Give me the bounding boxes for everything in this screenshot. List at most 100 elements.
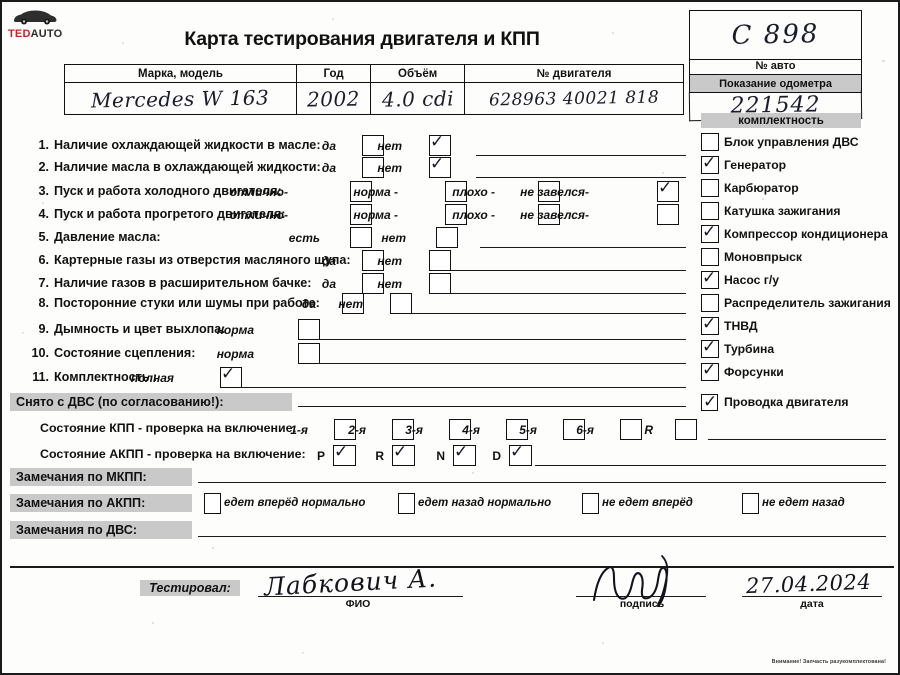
- checklist-item-11-number: 11.: [32, 370, 49, 384]
- checklist-item-2-option-1-label: да: [321, 161, 336, 175]
- akpp-mode-1-checkbox[interactable]: ✓: [333, 444, 356, 466]
- completeness-item-9-checkbox[interactable]: ✓: [701, 316, 719, 335]
- removed-from-engine-rule: [298, 406, 686, 407]
- completeness-item-10-checkbox[interactable]: ✓: [701, 339, 719, 358]
- checklist-item-7-option-1-checkbox[interactable]: [362, 273, 384, 294]
- checklist-item-10-number: 10.: [31, 346, 49, 360]
- completeness-item-8-checkbox[interactable]: [701, 294, 719, 312]
- mkpp-gear-6-checkbox[interactable]: [620, 419, 642, 440]
- brand-logo-ted: TED: [8, 28, 31, 40]
- checklist-item-1-option-2-label: нет: [377, 139, 402, 153]
- checklist-item-8-option-1-label: да: [301, 297, 316, 311]
- checklist-item-9-label: 9. Дымность и цвет выхлопа:: [30, 322, 225, 336]
- checklist-item-4-option-4-label: не завелся-: [520, 208, 589, 222]
- akpp-drive-option-2-checkbox[interactable]: [398, 493, 415, 514]
- checklist-item-5-note-rule[interactable]: [480, 247, 686, 248]
- checklist-item-4-option-3-checkbox[interactable]: [538, 204, 560, 225]
- checklist-item-7-note-rule[interactable]: [451, 293, 686, 294]
- completeness-item-1-checkbox[interactable]: [701, 133, 719, 151]
- checklist-item-6-note-rule[interactable]: [451, 270, 686, 271]
- akpp-drive-option-3-checkbox[interactable]: [582, 493, 599, 514]
- checklist-item-9-option-1-checkbox[interactable]: [298, 319, 320, 340]
- checklist-item-8-note-rule[interactable]: [410, 313, 686, 314]
- checklist-item-6-option-1-checkbox[interactable]: [362, 250, 384, 271]
- checklist-item-3-option-1-label: отлично-: [229, 185, 288, 199]
- completeness-item-7-checkbox[interactable]: ✓: [701, 270, 719, 289]
- checklist-item-9-note-rule[interactable]: [318, 339, 686, 340]
- checkmark-icon: ✓: [430, 132, 445, 152]
- remarks-dvs-rule[interactable]: [198, 536, 886, 537]
- checklist-item-11-note-rule[interactable]: [240, 387, 686, 388]
- auto-number-box: C 898: [689, 10, 862, 60]
- checklist-item-2-note-rule[interactable]: [476, 177, 686, 178]
- checklist-item-4-option-2-label: норма -: [353, 208, 398, 222]
- date-caption: дата: [800, 598, 824, 610]
- checklist-item-3-option-3-checkbox[interactable]: [538, 181, 560, 202]
- cell-year: 2002: [296, 82, 372, 115]
- checklist-item-6-option-2-label: нет: [377, 254, 402, 268]
- checklist-item-7-option-2-checkbox[interactable]: [429, 273, 451, 294]
- remarks-mkpp-rule[interactable]: [198, 482, 886, 483]
- checklist-item-3-option-2-checkbox[interactable]: [445, 181, 467, 202]
- checklist-item-1-note-rule[interactable]: [476, 155, 686, 156]
- page-title: Карта тестирования двигателя и КПП: [184, 28, 540, 50]
- vehicle-info-table: Марка, модель Год Объём № двигателя Merc…: [63, 64, 684, 115]
- akpp-drive-option-4-checkbox[interactable]: [742, 493, 759, 514]
- mkpp-gear-5-checkbox[interactable]: [563, 419, 585, 440]
- akpp-mode-3-checkbox[interactable]: ✓: [453, 442, 476, 466]
- checklist-item-2-option-1-checkbox[interactable]: [362, 157, 384, 178]
- mkpp-gear-1-checkbox[interactable]: [334, 419, 356, 440]
- checklist-item-6-label: 6. Картерные газы из отверстия масляного …: [30, 253, 350, 267]
- akpp-mode-2-checkbox[interactable]: ✓: [392, 444, 415, 466]
- checklist-item-10-note-rule[interactable]: [318, 363, 686, 364]
- checklist-item-9-option-1-label: норма: [216, 323, 254, 337]
- mkpp-gear-2-checkbox[interactable]: [392, 419, 414, 440]
- checklist-item-3-option-4-checkbox[interactable]: ✓: [657, 180, 679, 202]
- completeness-item-3-checkbox[interactable]: [701, 179, 719, 197]
- checklist-item-1-option-1-checkbox[interactable]: [362, 135, 384, 156]
- completeness-item-label-12: Проводка двигателя: [724, 395, 849, 409]
- akpp-mode-1-label: P: [316, 449, 325, 463]
- checklist-item-2-label: 2. Наличие масла в охлаждающей жидкости:: [30, 160, 320, 174]
- completeness-item-11-checkbox[interactable]: ✓: [701, 362, 719, 381]
- checklist-item-1-option-2-checkbox[interactable]: ✓: [429, 132, 451, 156]
- checklist-item-5-option-1-checkbox[interactable]: [350, 227, 372, 248]
- completeness-item-6-checkbox[interactable]: [701, 248, 719, 266]
- akpp-mode-4-label: D: [492, 449, 501, 463]
- checklist-item-4-option-1-checkbox[interactable]: [350, 204, 372, 225]
- checklist-item-3-label: 3. Пуск и работа холодного двигателя:: [30, 184, 281, 198]
- mkpp-gear-3-checkbox[interactable]: [449, 419, 471, 440]
- checklist-item-5-option-2-checkbox[interactable]: [436, 227, 458, 248]
- cell-brand: Mercedes W 163: [63, 82, 298, 115]
- cell-engine-number-value: 628963 40021 818: [488, 87, 660, 110]
- checklist-item-4-option-4-checkbox[interactable]: [657, 204, 679, 225]
- completeness-item-2-checkbox[interactable]: ✓: [701, 155, 719, 174]
- mkpp-gear-4-checkbox[interactable]: [506, 419, 528, 440]
- checklist-item-8-option-1-checkbox[interactable]: [342, 293, 364, 314]
- akpp-drive-option-1-checkbox[interactable]: [204, 493, 221, 514]
- checkmark-icon: ✓: [454, 442, 469, 462]
- checklist-item-10-option-1-checkbox[interactable]: [298, 343, 320, 364]
- mkpp-gear-7-checkbox[interactable]: [675, 419, 697, 440]
- checklist-item-3-option-1-checkbox[interactable]: [350, 181, 372, 202]
- checkmark-icon: ✓: [702, 222, 717, 242]
- completeness-item-10-label: Турбина: [724, 342, 775, 356]
- completeness-item-5-checkbox[interactable]: ✓: [701, 222, 719, 243]
- akpp-check-label: Состояние АКПП - проверка на включение:: [40, 447, 306, 461]
- checklist-item-11-option-1-checkbox[interactable]: ✓: [220, 366, 242, 388]
- checklist-item-6-option-2-checkbox[interactable]: [429, 250, 451, 271]
- akpp-mode-4-checkbox[interactable]: ✓: [509, 444, 532, 466]
- mkpp-check-label: Состояние КПП - проверка на включение:: [40, 421, 297, 435]
- name-caption: ФИО: [345, 598, 371, 610]
- checklist-item-7-option-2-label: нет: [377, 277, 402, 291]
- checklist-item-8-option-2-checkbox[interactable]: [390, 293, 412, 314]
- checklist-item-4-option-2-checkbox[interactable]: [445, 204, 467, 225]
- mkpp-gear-1-label: 1-я: [290, 423, 308, 437]
- remarks-akpp-label: Замечания по АКПП:: [10, 494, 192, 512]
- mkpp-note-rule: [708, 439, 886, 440]
- checklist-item-2-option-2-checkbox[interactable]: ✓: [429, 156, 451, 178]
- completeness-item-7-label: Насос г/у: [724, 273, 780, 287]
- completeness-item-4-checkbox[interactable]: [701, 202, 719, 220]
- removed-from-engine-checkbox[interactable]: ✓: [701, 392, 718, 412]
